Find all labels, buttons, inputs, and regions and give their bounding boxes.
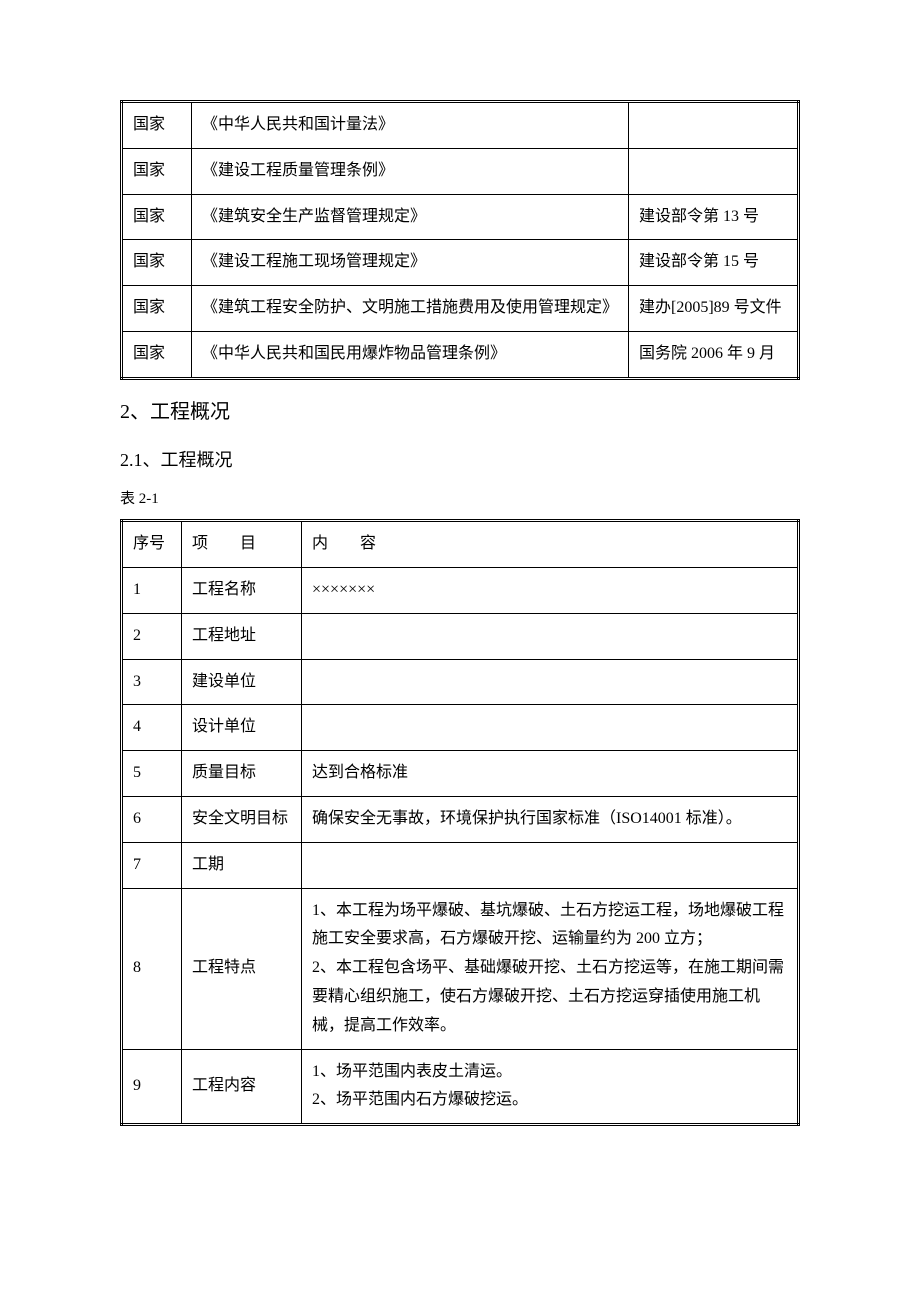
table-row: 1 工程名称 ××××××× <box>122 567 799 613</box>
item-cell: 工期 <box>182 842 302 888</box>
content-cell <box>302 659 799 705</box>
reg-ref-cell: 国务院 2006 年 9 月 <box>629 331 799 378</box>
reg-ref-cell: 建办[2005]89 号文件 <box>629 286 799 332</box>
reg-title-cell: 《建设工程施工现场管理规定》 <box>192 240 629 286</box>
item-cell: 设计单位 <box>182 705 302 751</box>
reg-level-cell: 国家 <box>122 102 192 149</box>
section-heading-2: 2、工程概况 <box>120 394 800 430</box>
header-content: 内 容 <box>302 521 799 568</box>
seq-cell: 5 <box>122 751 182 797</box>
content-cell: 达到合格标准 <box>302 751 799 797</box>
regulations-table-body: 国家 《中华人民共和国计量法》 国家 《建设工程质量管理条例》 国家 《建筑安全… <box>122 102 799 379</box>
seq-cell: 6 <box>122 796 182 842</box>
table-row: 国家 《建筑安全生产监督管理规定》 建设部令第 13 号 <box>122 194 799 240</box>
content-cell: 1、本工程为场平爆破、基坑爆破、土石方挖运工程，场地爆破工程施工安全要求高，石方… <box>302 888 799 1049</box>
header-seq: 序号 <box>122 521 182 568</box>
project-overview-body: 序号 项 目 内 容 1 工程名称 ××××××× 2 工程地址 3 建设单位 … <box>122 521 799 1125</box>
regulations-table: 国家 《中华人民共和国计量法》 国家 《建设工程质量管理条例》 国家 《建筑安全… <box>120 100 800 380</box>
table-row: 5 质量目标 达到合格标准 <box>122 751 799 797</box>
content-cell: 确保安全无事故，环境保护执行国家标准（ISO14001 标准）。 <box>302 796 799 842</box>
reg-ref-cell: 建设部令第 15 号 <box>629 240 799 286</box>
table-row: 2 工程地址 <box>122 613 799 659</box>
reg-ref-cell: 建设部令第 13 号 <box>629 194 799 240</box>
seq-cell: 9 <box>122 1049 182 1125</box>
seq-cell: 4 <box>122 705 182 751</box>
table-row: 4 设计单位 <box>122 705 799 751</box>
table-row: 国家 《建设工程质量管理条例》 <box>122 148 799 194</box>
table-row: 国家 《中华人民共和国民用爆炸物品管理条例》 国务院 2006 年 9 月 <box>122 331 799 378</box>
item-cell: 工程特点 <box>182 888 302 1049</box>
seq-cell: 1 <box>122 567 182 613</box>
seq-cell: 3 <box>122 659 182 705</box>
table-row: 国家 《中华人民共和国计量法》 <box>122 102 799 149</box>
content-cell: ××××××× <box>302 567 799 613</box>
reg-title-cell: 《建设工程质量管理条例》 <box>192 148 629 194</box>
reg-ref-cell <box>629 148 799 194</box>
seq-cell: 7 <box>122 842 182 888</box>
reg-ref-cell <box>629 102 799 149</box>
reg-title-cell: 《中华人民共和国计量法》 <box>192 102 629 149</box>
section-heading-2-1: 2.1、工程概况 <box>120 444 800 476</box>
content-cell <box>302 842 799 888</box>
table-row: 7 工期 <box>122 842 799 888</box>
table-row: 6 安全文明目标 确保安全无事故，环境保护执行国家标准（ISO14001 标准）… <box>122 796 799 842</box>
content-cell <box>302 705 799 751</box>
reg-level-cell: 国家 <box>122 194 192 240</box>
reg-title-cell: 《建筑安全生产监督管理规定》 <box>192 194 629 240</box>
item-cell: 建设单位 <box>182 659 302 705</box>
table-row: 8 工程特点 1、本工程为场平爆破、基坑爆破、土石方挖运工程，场地爆破工程施工安… <box>122 888 799 1049</box>
table-row: 3 建设单位 <box>122 659 799 705</box>
content-cell: 1、场平范围内表皮土清运。2、场平范围内石方爆破挖运。 <box>302 1049 799 1125</box>
item-cell: 工程内容 <box>182 1049 302 1125</box>
reg-level-cell: 国家 <box>122 240 192 286</box>
table-row: 国家 《建设工程施工现场管理规定》 建设部令第 15 号 <box>122 240 799 286</box>
table-header-row: 序号 项 目 内 容 <box>122 521 799 568</box>
item-cell: 工程名称 <box>182 567 302 613</box>
reg-level-cell: 国家 <box>122 331 192 378</box>
reg-title-cell: 《中华人民共和国民用爆炸物品管理条例》 <box>192 331 629 378</box>
table-row: 9 工程内容 1、场平范围内表皮土清运。2、场平范围内石方爆破挖运。 <box>122 1049 799 1125</box>
project-overview-table: 序号 项 目 内 容 1 工程名称 ××××××× 2 工程地址 3 建设单位 … <box>120 519 800 1126</box>
reg-level-cell: 国家 <box>122 286 192 332</box>
table-row: 国家 《建筑工程安全防护、文明施工措施费用及使用管理规定》 建办[2005]89… <box>122 286 799 332</box>
seq-cell: 2 <box>122 613 182 659</box>
content-cell <box>302 613 799 659</box>
seq-cell: 8 <box>122 888 182 1049</box>
header-item: 项 目 <box>182 521 302 568</box>
table-caption-2-1: 表 2-1 <box>120 486 800 513</box>
item-cell: 工程地址 <box>182 613 302 659</box>
item-cell: 安全文明目标 <box>182 796 302 842</box>
reg-title-cell: 《建筑工程安全防护、文明施工措施费用及使用管理规定》 <box>192 286 629 332</box>
reg-level-cell: 国家 <box>122 148 192 194</box>
item-cell: 质量目标 <box>182 751 302 797</box>
